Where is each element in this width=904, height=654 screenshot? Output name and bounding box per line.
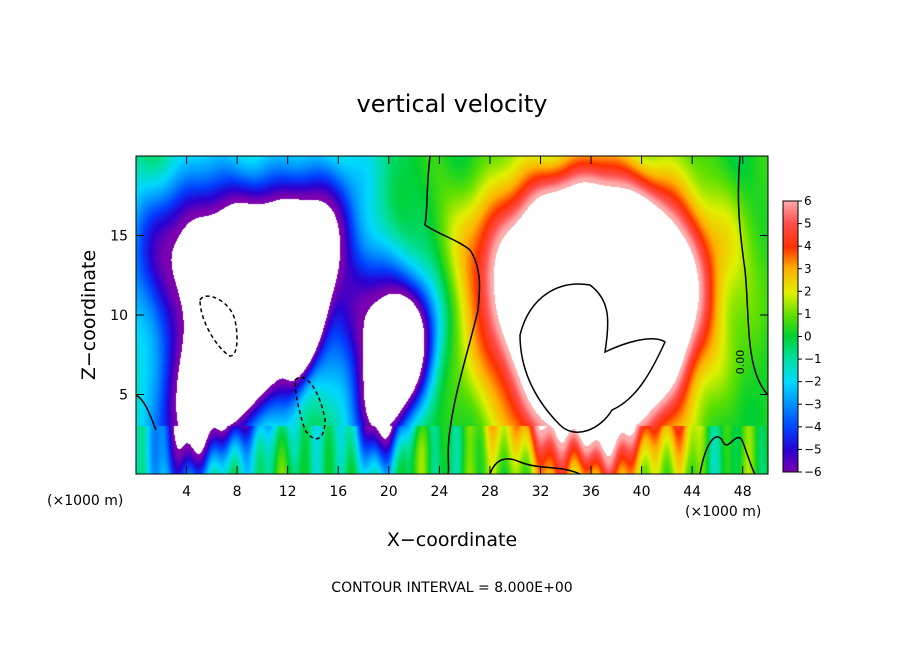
x-unit-right: (×1000 m) (685, 504, 761, 520)
x-tick-label: 48 (734, 484, 752, 500)
colorbar-tick-label: 3 (804, 262, 812, 276)
x-tick-label: 12 (279, 484, 297, 500)
x-tick-label: 20 (380, 484, 398, 500)
contour-line (136, 394, 157, 431)
x-tick-label: 36 (582, 484, 600, 500)
x-unit-left: (×1000 m) (47, 493, 123, 509)
colorbar-tick-label: −3 (804, 397, 822, 411)
x-axis: 4 8 12 16 20 24 28 32 36 40 44 48 (182, 156, 752, 500)
y-axis: 5 10 15 (110, 229, 768, 404)
contour-line (519, 283, 666, 433)
x-axis-label: X−coordinate (387, 529, 517, 551)
colorbar-ticks: 6 5 4 3 2 1 0 −1 −2 −3 −4 −5 −6 (798, 194, 822, 479)
colorbar-tick-label: 6 (804, 194, 812, 208)
colorbar-tick-label: −2 (804, 375, 822, 389)
contour-label: 0.00 (734, 350, 747, 375)
contour-line (737, 156, 768, 396)
x-tick-label: 28 (481, 484, 499, 500)
y-tick-label: 10 (110, 308, 128, 324)
plot-area (136, 156, 768, 474)
contour-line (424, 156, 481, 474)
colorbar-tick-label: 1 (804, 307, 812, 321)
colorbar-tick-label: 0 (804, 330, 812, 344)
x-tick-label: 4 (182, 484, 191, 500)
x-tick-label: 24 (430, 484, 448, 500)
colorbar-tick-label: 4 (804, 239, 812, 253)
colorbar-tick-label: 2 (804, 284, 812, 298)
x-tick-label: 8 (233, 484, 242, 500)
contour-interval-text: CONTOUR INTERVAL = 8.000E+00 (331, 580, 572, 596)
contour-line (489, 458, 581, 474)
contour-line (699, 436, 756, 474)
y-tick-label: 5 (119, 388, 128, 404)
contour-line (199, 295, 238, 357)
chart-title: vertical velocity (357, 90, 548, 118)
x-tick-label: 40 (633, 484, 651, 500)
y-axis-label: Z−coordinate (78, 250, 100, 380)
colorbar-tick-label: −6 (804, 465, 822, 479)
velocity-heatmap (136, 156, 768, 474)
x-tick-label: 16 (329, 484, 347, 500)
zero-contours (136, 156, 768, 474)
colorbar (782, 200, 799, 473)
y-tick-label: 15 (110, 229, 128, 245)
colorbar-tick-label: −1 (804, 352, 822, 366)
x-tick-label: 44 (683, 484, 701, 500)
colorbar-tick-label: 5 (804, 217, 812, 231)
x-tick-label: 32 (532, 484, 550, 500)
contour-line (294, 376, 326, 440)
colorbar-tick-label: −4 (804, 420, 822, 434)
colorbar-tick-label: −5 (804, 442, 822, 456)
